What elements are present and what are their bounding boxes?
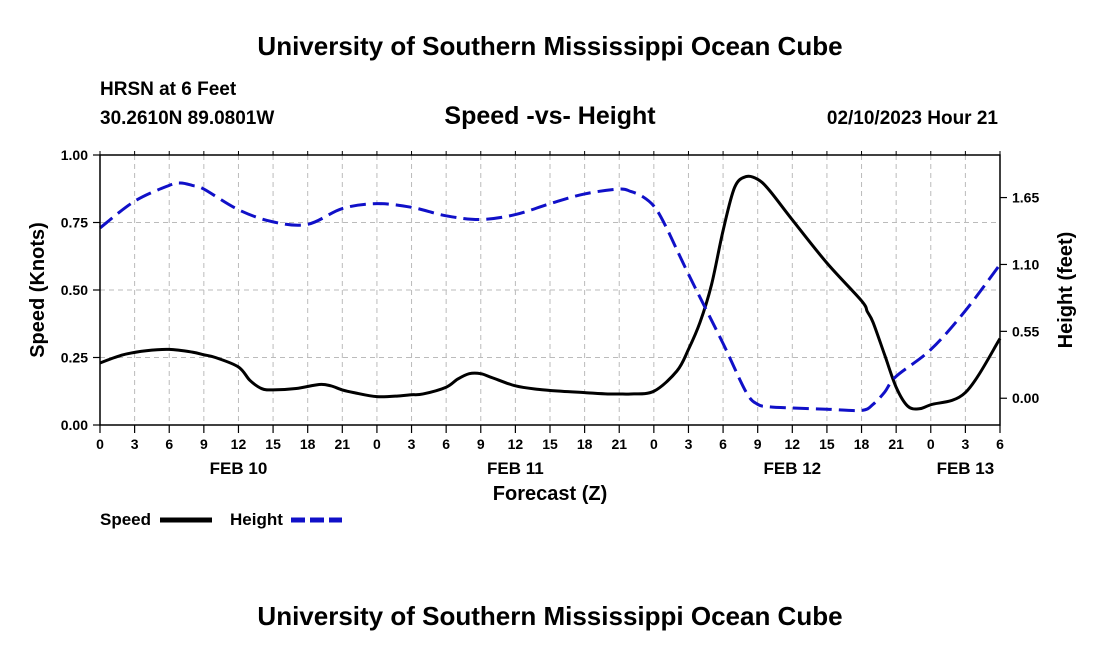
x-tick-label: 9 (200, 436, 208, 452)
x-tick-label: 9 (754, 436, 762, 452)
legend-speed-label: Speed (100, 510, 151, 529)
date-label: FEB 12 (763, 459, 821, 478)
date-label: FEB 11 (487, 459, 544, 478)
x-tick-label: 3 (408, 436, 416, 452)
y-axis-left-label: Speed (Knots) (27, 222, 49, 358)
x-tick-label: 15 (819, 436, 835, 452)
y-left-tick-label: 0.75 (61, 215, 88, 231)
y-left-tick-label: 0.50 (61, 282, 88, 298)
x-axis-label: Forecast (Z) (493, 483, 607, 505)
y-right-tick-label: 1.65 (1012, 190, 1039, 206)
speed-series-line (99, 174, 1002, 411)
axis-ticks: 0 3 6 9 12 15 18 21 0 3 6 9 12 15 18 21 0 3 6 9 12 15 18 21 0 3 6F… (61, 147, 1040, 478)
date-label: FEB 10 (210, 459, 268, 478)
series-lines (99, 174, 1002, 413)
x-tick-label: 3 (131, 436, 139, 452)
y-right-tick-label: 0.00 (1012, 390, 1039, 406)
coords-label: 30.2610N 89.0801W (100, 108, 274, 129)
y-right-tick-label: 1.10 (1012, 256, 1039, 272)
grid-lines (100, 155, 1000, 425)
x-tick-label: 18 (854, 436, 870, 452)
x-tick-label: 6 (165, 436, 173, 452)
x-tick-label: 21 (888, 436, 904, 452)
x-tick-label: 3 (961, 436, 969, 452)
x-tick-label: 0 (650, 436, 658, 452)
y-right-tick-label: 0.55 (1012, 323, 1039, 339)
x-tick-label: 18 (577, 436, 593, 452)
x-tick-label: 15 (265, 436, 281, 452)
x-tick-label: 15 (542, 436, 558, 452)
y-axis-right-label: Height (feet) (1055, 232, 1077, 349)
x-tick-label: 6 (442, 436, 450, 452)
x-tick-label: 3 (685, 436, 693, 452)
x-tick-label: 6 (719, 436, 727, 452)
legend-height-label: Height (230, 510, 283, 529)
x-tick-label: 12 (508, 436, 524, 452)
chart-subtitle: Speed -vs- Height (444, 102, 656, 130)
chart-title-bottom: University of Southern Mississippi Ocean… (257, 601, 842, 631)
y-left-tick-label: 1.00 (61, 147, 88, 163)
x-tick-label: 9 (477, 436, 485, 452)
date-label: FEB 13 (937, 459, 995, 478)
x-tick-label: 21 (611, 436, 627, 452)
x-tick-label: 18 (300, 436, 316, 452)
height-series-line (99, 181, 1002, 413)
x-tick-label: 6 (996, 436, 1004, 452)
x-tick-label: 12 (785, 436, 801, 452)
datetime-label: 02/10/2023 Hour 21 (827, 108, 999, 129)
station-label: HRSN at 6 Feet (100, 79, 237, 100)
y-left-tick-label: 0.00 (61, 417, 88, 433)
x-tick-label: 21 (335, 436, 351, 452)
x-tick-label: 0 (96, 436, 104, 452)
legend: Speed Height (100, 510, 342, 529)
x-tick-label: 0 (373, 436, 381, 452)
chart-title-top: University of Southern Mississippi Ocean… (257, 31, 842, 61)
x-tick-label: 12 (231, 436, 247, 452)
x-tick-label: 0 (927, 436, 935, 452)
y-left-tick-label: 0.25 (61, 350, 88, 366)
